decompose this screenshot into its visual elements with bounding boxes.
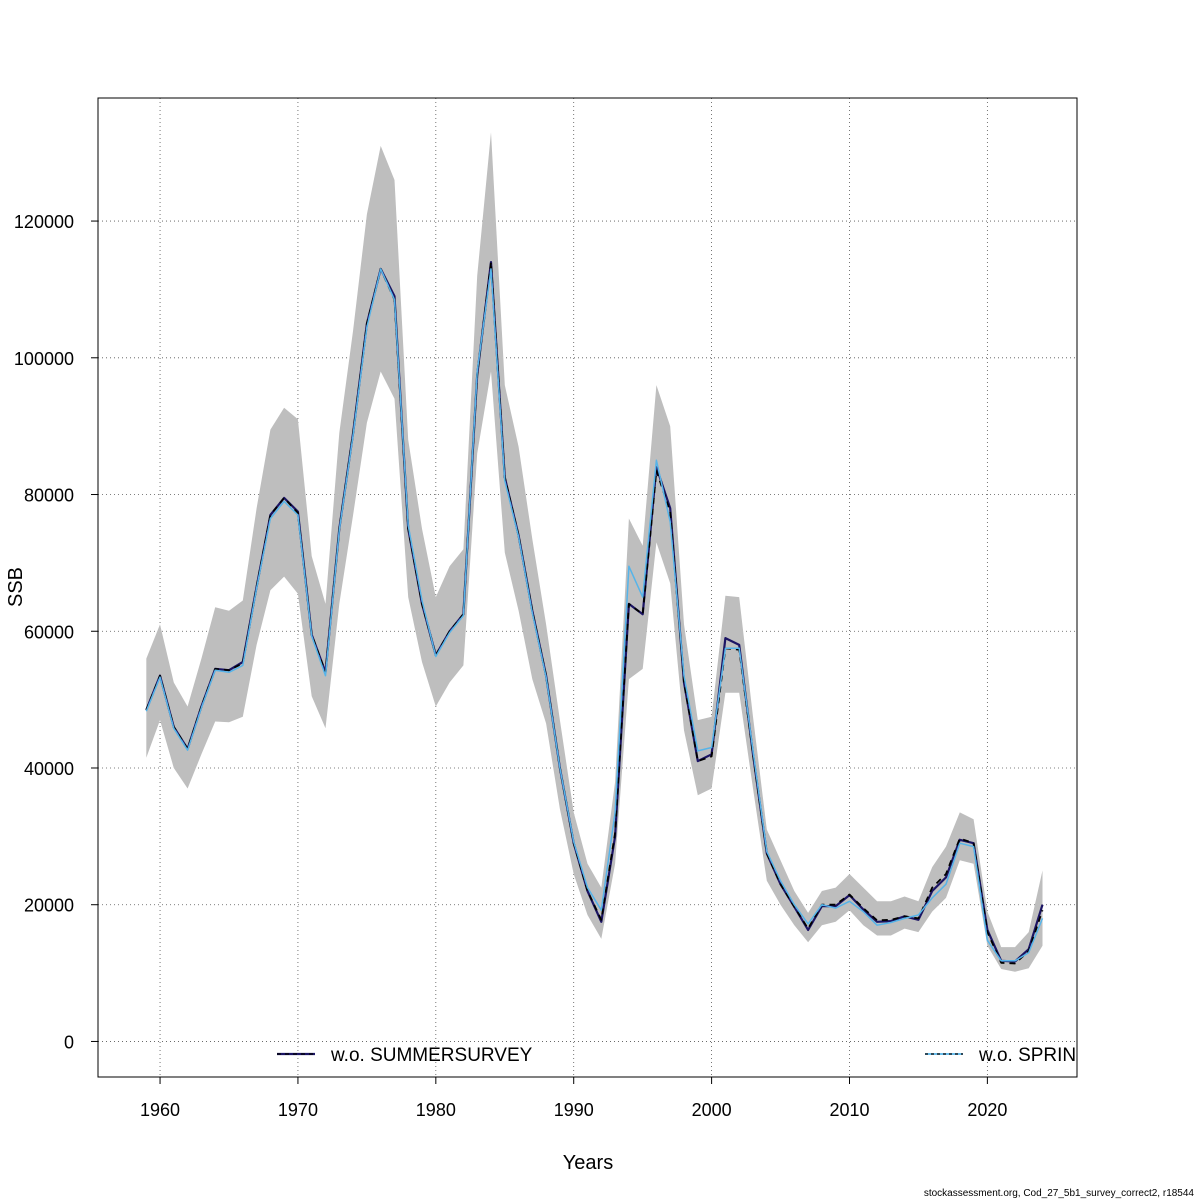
series-line-1 bbox=[145, 261, 1044, 965]
y-tick-label: 0 bbox=[64, 1032, 74, 1052]
y-tick-label: 40000 bbox=[24, 759, 74, 779]
legend-label-spring: w.o. SPRIN bbox=[978, 1045, 1076, 1066]
y-tick-label: 60000 bbox=[24, 622, 74, 642]
series-line-0 bbox=[145, 261, 1044, 963]
legend: w.o. SUMMERSURVEY w.o. SPRIN bbox=[277, 1045, 1076, 1066]
x-tick-label: 2010 bbox=[829, 1100, 869, 1120]
y-axis-title: SSB bbox=[5, 567, 27, 607]
x-axis: 1960 1970 1980 1990 2000 2010 2020 bbox=[140, 1076, 1007, 1120]
series-line-2 bbox=[145, 268, 1044, 962]
x-tick-label: 2020 bbox=[967, 1100, 1007, 1120]
legend-label-summersurvey: w.o. SUMMERSURVEY bbox=[330, 1045, 533, 1066]
confidence-band bbox=[146, 132, 1043, 972]
x-tick-label: 2000 bbox=[692, 1100, 732, 1120]
series-lines bbox=[145, 261, 1044, 965]
footer-source: stockassessment.org, Cod_27_5b1_survey_c… bbox=[924, 1188, 1195, 1199]
x-tick-label: 1990 bbox=[554, 1100, 594, 1120]
y-tick-label: 120000 bbox=[14, 212, 74, 232]
x-tick-label: 1970 bbox=[278, 1100, 318, 1120]
y-tick-label: 20000 bbox=[24, 896, 74, 916]
x-tick-label: 1980 bbox=[416, 1100, 456, 1120]
x-tick-label: 1960 bbox=[140, 1100, 180, 1120]
y-axis: 0 20000 40000 60000 80000 100000 120000 bbox=[14, 212, 99, 1052]
y-tick-label: 80000 bbox=[24, 486, 74, 506]
y-tick-label: 100000 bbox=[14, 349, 74, 369]
x-axis-title: Years bbox=[563, 1152, 613, 1174]
